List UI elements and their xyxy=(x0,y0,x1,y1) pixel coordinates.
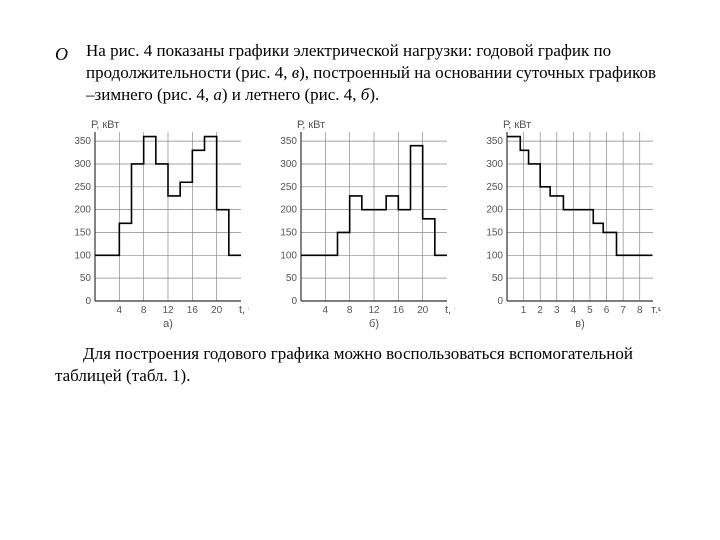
svg-text:12: 12 xyxy=(162,305,174,316)
svg-text:150: 150 xyxy=(74,227,91,238)
chart-b-wrap: 0 50 100 150 200 250 300 350 4 8 12 16 20 Р, кВт t, ча… xyxy=(265,116,455,331)
chart-b: 0 50 100 150 200 250 300 350 4 8 12 16 20 Р, кВт t, ча… xyxy=(265,116,455,331)
chart-c: 0 50 100 150 200 250 300 350 12345678 Р, кВт т.час… xyxy=(471,116,661,331)
svg-text:16: 16 xyxy=(393,305,405,316)
svg-text:50: 50 xyxy=(492,273,504,284)
chart-a: 0 50 100 150 200 250 300 350 4 8 12 16 20 Р, кВт t, ча… xyxy=(59,116,249,331)
svg-text:3: 3 xyxy=(554,305,560,316)
svg-text:в): в) xyxy=(575,318,585,330)
svg-text:7: 7 xyxy=(620,305,626,316)
svg-text:0: 0 xyxy=(291,296,297,307)
svg-text:0: 0 xyxy=(497,296,503,307)
svg-text:100: 100 xyxy=(280,250,297,261)
bullet-paragraph: O На рис. 4 показаны графики электрическ… xyxy=(55,40,665,106)
svg-text:200: 200 xyxy=(74,205,91,216)
svg-text:Р, кВт: Р, кВт xyxy=(91,119,119,131)
svg-text:t, час: t, час xyxy=(445,304,455,316)
svg-text:20: 20 xyxy=(417,305,429,316)
svg-text:т.час: т.час xyxy=(651,304,661,316)
svg-text:150: 150 xyxy=(486,227,503,238)
svg-text:200: 200 xyxy=(280,205,297,216)
svg-text:50: 50 xyxy=(286,273,298,284)
svg-text:250: 250 xyxy=(74,182,91,193)
svg-text:16: 16 xyxy=(187,305,199,316)
svg-text:250: 250 xyxy=(486,182,503,193)
svg-text:Р, кВт: Р, кВт xyxy=(503,119,531,131)
paragraph-2: Для построения годового графика можно во… xyxy=(55,343,665,387)
svg-text:4: 4 xyxy=(323,305,329,316)
figure-row: 05010015020025030035048121620Р, кВтt, ча… xyxy=(55,116,665,331)
svg-text:300: 300 xyxy=(486,159,503,170)
svg-text:350: 350 xyxy=(280,136,297,147)
svg-text:1: 1 xyxy=(521,305,527,316)
page: O На рис. 4 показаны графики электрическ… xyxy=(0,0,720,540)
svg-text:2: 2 xyxy=(537,305,543,316)
svg-text:300: 300 xyxy=(74,159,91,170)
svg-text:Р, кВт: Р, кВт xyxy=(297,119,325,131)
svg-text:4: 4 xyxy=(117,305,123,316)
svg-text:300: 300 xyxy=(280,159,297,170)
svg-text:250: 250 xyxy=(280,182,297,193)
svg-text:20: 20 xyxy=(211,305,223,316)
svg-text:50: 50 xyxy=(80,273,92,284)
chart-a-wrap: 0 50 100 150 200 250 300 350 4 8 12 16 20 Р, кВт t, ча… xyxy=(59,116,249,331)
svg-text:200: 200 xyxy=(486,205,503,216)
svg-text:350: 350 xyxy=(486,136,503,147)
svg-text:6: 6 xyxy=(604,305,610,316)
svg-text:350: 350 xyxy=(74,136,91,147)
svg-text:5: 5 xyxy=(587,305,593,316)
svg-text:4: 4 xyxy=(571,305,577,316)
paragraph-1: На рис. 4 показаны графики электрической… xyxy=(86,40,665,106)
svg-text:0: 0 xyxy=(85,296,91,307)
svg-text:100: 100 xyxy=(74,250,91,261)
bullet-marker: O xyxy=(55,40,68,106)
svg-text:8: 8 xyxy=(637,305,643,316)
svg-text:б): б) xyxy=(369,318,379,330)
svg-text:150: 150 xyxy=(280,227,297,238)
svg-text:8: 8 xyxy=(141,305,147,316)
svg-text:8: 8 xyxy=(347,305,353,316)
svg-text:а): а) xyxy=(163,318,173,330)
svg-text:100: 100 xyxy=(486,250,503,261)
svg-text:t, час: t, час xyxy=(239,304,249,316)
svg-text:12: 12 xyxy=(368,305,380,316)
chart-c-wrap: 0 50 100 150 200 250 300 350 12345678 Р, кВт т.час… xyxy=(471,116,661,331)
